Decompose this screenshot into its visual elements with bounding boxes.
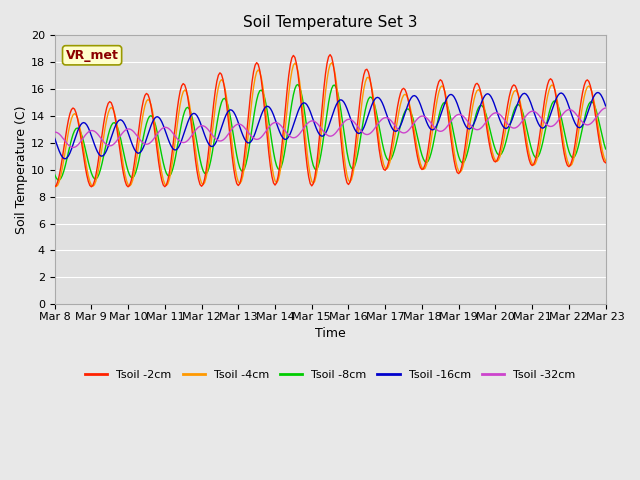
Line: Tsoil -32cm: Tsoil -32cm [54,108,605,147]
Tsoil -8cm [538,145,545,151]
Tsoil -4cm [386,159,394,165]
Tsoil -2cm [51,184,58,190]
Tsoil -8cm [386,157,394,163]
Tsoil -2cm [366,75,374,81]
Tsoil -16cm [68,146,76,152]
Tsoil -32cm [51,129,58,135]
Legend: Tsoil -2cm, Tsoil -4cm, Tsoil -8cm, Tsoil -16cm, Tsoil -32cm: Tsoil -2cm, Tsoil -4cm, Tsoil -8cm, Tsoi… [81,366,580,385]
Line: Tsoil -2cm: Tsoil -2cm [54,55,605,187]
Line: Tsoil -4cm: Tsoil -4cm [54,63,605,187]
Tsoil -8cm [294,82,302,87]
Tsoil -32cm [602,105,609,111]
Title: Soil Temperature Set 3: Soil Temperature Set 3 [243,15,417,30]
Tsoil -4cm [68,116,76,121]
X-axis label: Time: Time [315,327,346,340]
Tsoil -2cm [397,90,404,96]
Tsoil -16cm [602,103,609,109]
Tsoil -16cm [61,156,69,162]
Tsoil -16cm [366,108,374,113]
Tsoil -8cm [367,95,375,100]
Tsoil -32cm [397,129,404,135]
Tsoil -32cm [69,144,77,150]
Tsoil -4cm [52,184,60,190]
Tsoil -8cm [68,137,76,143]
Text: VR_met: VR_met [66,49,118,62]
Tsoil -4cm [328,60,335,66]
Tsoil -16cm [155,114,163,120]
Tsoil -16cm [594,90,602,96]
Tsoil -16cm [51,135,58,141]
Tsoil -32cm [385,116,392,121]
Tsoil -32cm [536,113,543,119]
Tsoil -8cm [602,146,609,152]
Tsoil -4cm [602,158,609,164]
Tsoil -8cm [56,177,63,183]
Tsoil -16cm [385,117,392,122]
Tsoil -32cm [66,144,74,149]
Tsoil -2cm [154,148,161,154]
Tsoil -2cm [385,160,392,166]
Tsoil -4cm [538,133,545,139]
Tsoil -4cm [367,83,375,89]
Y-axis label: Soil Temperature (C): Soil Temperature (C) [15,106,28,234]
Tsoil -16cm [397,123,404,129]
Tsoil -32cm [366,131,374,136]
Line: Tsoil -16cm: Tsoil -16cm [54,93,605,159]
Tsoil -2cm [602,160,609,166]
Line: Tsoil -8cm: Tsoil -8cm [54,84,605,180]
Tsoil -4cm [155,150,163,156]
Tsoil -8cm [155,137,163,143]
Tsoil -4cm [51,182,58,188]
Tsoil -8cm [398,117,406,122]
Tsoil -16cm [536,123,543,129]
Tsoil -4cm [398,96,406,101]
Tsoil -8cm [51,171,58,177]
Tsoil -2cm [536,132,543,137]
Tsoil -2cm [66,111,74,117]
Tsoil -2cm [326,52,334,58]
Tsoil -32cm [155,129,163,135]
